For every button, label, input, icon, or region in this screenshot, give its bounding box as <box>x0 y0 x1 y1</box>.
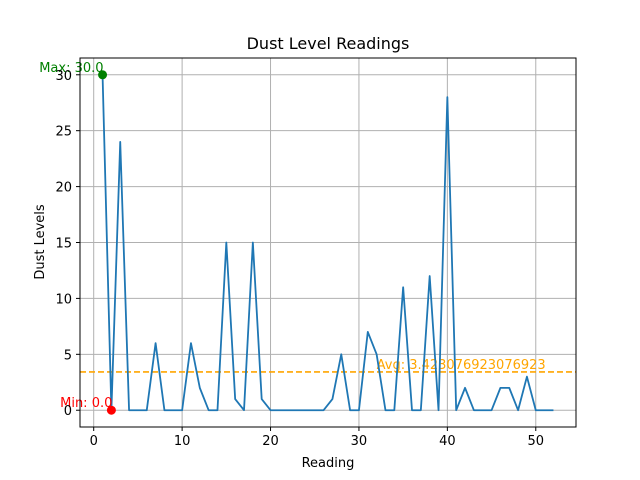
data-point <box>270 409 272 411</box>
y-tick-label: 25 <box>55 125 72 140</box>
data-point <box>146 409 148 411</box>
data-point <box>393 409 395 411</box>
data-point <box>446 96 448 98</box>
data-point <box>278 409 280 411</box>
data-point <box>172 409 174 411</box>
data-point <box>349 409 351 411</box>
data-point <box>429 275 431 277</box>
data-point <box>190 342 192 344</box>
data-point <box>517 409 519 411</box>
data-point <box>287 409 289 411</box>
data-point <box>119 141 121 143</box>
data-point <box>128 409 130 411</box>
chart-title: Dust Level Readings <box>247 34 410 53</box>
data-point <box>340 353 342 355</box>
data-point <box>420 409 422 411</box>
x-tick-label: 0 <box>90 434 98 449</box>
data-point <box>225 242 227 244</box>
data-point <box>553 409 555 411</box>
data-point <box>217 409 219 411</box>
average-label: Avg: 3.423076923076923 <box>377 358 546 373</box>
data-point <box>491 409 493 411</box>
x-axis-label: Reading <box>302 456 355 471</box>
data-point <box>332 398 334 400</box>
min-marker <box>106 405 116 415</box>
data-point <box>438 409 440 411</box>
y-axis-label: Dust Levels <box>33 204 48 280</box>
data-point <box>234 398 236 400</box>
data-point <box>305 409 307 411</box>
min-label: Min: 0.0 <box>60 396 112 411</box>
x-tick-label: 50 <box>527 434 544 449</box>
y-tick-label: 0 <box>64 404 72 419</box>
data-point <box>155 342 157 344</box>
y-tick-label: 20 <box>55 181 72 196</box>
y-tick-label: 10 <box>55 292 72 307</box>
data-point <box>181 409 183 411</box>
data-point <box>482 409 484 411</box>
series-group <box>101 74 555 412</box>
max-marker <box>98 70 108 80</box>
x-tick-label: 30 <box>351 434 368 449</box>
data-point <box>526 376 528 378</box>
data-point <box>535 409 537 411</box>
data-point <box>358 409 360 411</box>
average-line-group: Avg: 3.423076923076923 <box>80 358 576 373</box>
data-point <box>261 398 263 400</box>
grid-lines <box>80 58 576 427</box>
y-tick-label: 30 <box>55 69 72 84</box>
data-point <box>199 387 201 389</box>
x-tick-label: 10 <box>174 434 191 449</box>
data-point <box>376 353 378 355</box>
x-tick-label: 40 <box>439 434 456 449</box>
data-point <box>411 409 413 411</box>
data-point <box>508 387 510 389</box>
series-line-0 <box>101 74 554 412</box>
x-tick-label: 20 <box>262 434 279 449</box>
data-point <box>473 409 475 411</box>
data-point <box>164 409 166 411</box>
data-point <box>252 242 254 244</box>
max-label: Max: 30.0 <box>39 61 103 76</box>
data-point <box>500 387 502 389</box>
data-point <box>323 409 325 411</box>
data-point <box>367 331 369 333</box>
data-point <box>208 409 210 411</box>
axis-ticks: 0 10 20 30 40 50 0 5 10 15 20 25 30 <box>55 69 544 449</box>
data-point <box>296 409 298 411</box>
data-point <box>385 409 387 411</box>
data-point <box>455 409 457 411</box>
data-point <box>314 409 316 411</box>
data-point <box>464 387 466 389</box>
y-tick-label: 15 <box>55 237 72 252</box>
data-point <box>402 286 404 288</box>
marker-group: Max: 30.0 Min: 0.0 <box>39 61 116 415</box>
data-point <box>137 409 139 411</box>
data-point <box>544 409 546 411</box>
data-point <box>243 409 245 411</box>
y-tick-label: 5 <box>64 348 72 363</box>
